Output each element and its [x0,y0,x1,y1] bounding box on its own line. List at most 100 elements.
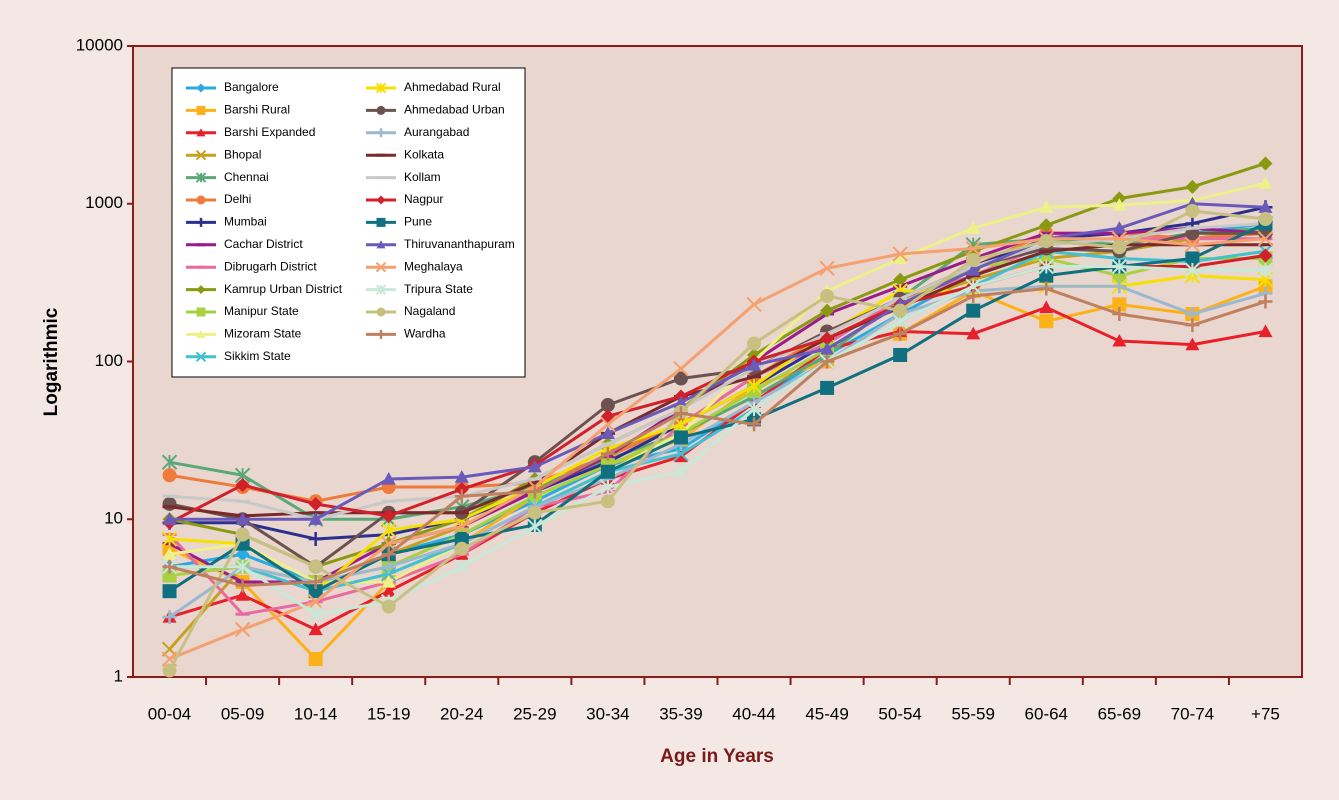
legend-label: Cachar District [224,237,303,251]
marker [162,568,177,583]
marker [1185,337,1200,351]
marker [376,307,386,317]
marker [308,559,323,574]
marker [1258,294,1273,309]
legend-label: Wardha [404,327,446,341]
marker [820,303,835,318]
marker [746,401,762,417]
legend-label: Sikkim State [224,349,291,363]
x-tick-label: 35-39 [659,704,702,723]
marker [1039,200,1054,213]
marker [965,240,981,257]
x-tick-label: 55-59 [951,704,994,723]
marker [673,464,689,480]
marker [196,285,206,295]
marker [162,584,177,599]
marker [1039,281,1054,296]
marker [1258,176,1273,189]
marker [747,336,762,351]
series-line [168,237,1266,661]
marker [234,621,251,638]
marker [196,217,206,227]
y-axis-title: Logarithmic [41,307,62,416]
y-tick-label: 1000 [85,193,123,212]
marker [454,470,469,483]
marker [308,622,323,636]
marker [161,454,178,470]
legend-label: Kolkata [404,147,444,161]
marker [381,566,397,582]
marker [376,240,386,249]
marker [673,406,688,421]
marker [673,430,688,445]
marker [673,446,689,462]
marker [1112,279,1127,294]
marker [1111,258,1128,275]
series-line [169,265,1266,616]
legend-label: Delhi [224,192,251,206]
marker [454,559,470,575]
marker [600,446,615,461]
legend-label: Manipur State [224,304,299,318]
x-tick-label: 70-74 [1171,704,1214,723]
marker [746,378,762,394]
marker [673,449,688,463]
marker [196,329,206,338]
marker [527,459,542,473]
marker [307,606,324,622]
marker [376,105,386,115]
x-axis-title: Age in Years [660,746,774,767]
marker [673,395,688,409]
marker [1039,234,1054,249]
marker [234,559,251,575]
marker [966,221,981,234]
x-tick-label: 25-29 [513,704,556,723]
marker [454,489,469,504]
series-line [169,243,1266,518]
marker [1112,333,1127,347]
marker [195,172,207,183]
marker [893,326,908,341]
marker [195,351,207,363]
y-tick-label: 10000 [76,35,123,54]
marker [1184,237,1201,253]
marker [1039,268,1054,283]
x-tick-label: 30-34 [586,704,629,723]
x-tick-label: 20-24 [440,704,483,723]
x-tick-label: 15-19 [367,704,410,723]
marker [196,83,206,93]
marker [1185,203,1200,218]
legend-label: Thiruvananthapuram [404,237,515,251]
marker [820,331,835,346]
legend-label: Barshi Expanded [224,125,315,139]
marker [1039,314,1054,329]
marker [966,326,981,340]
marker [162,512,177,525]
marker [600,464,615,479]
marker [893,303,908,318]
marker [308,496,323,511]
legend-label: Pune [404,215,432,229]
marker [381,584,396,597]
marker [820,289,835,304]
marker [1257,231,1274,247]
marker [820,354,835,369]
y-tick-label: 100 [95,351,123,370]
marker [1185,318,1200,333]
marker [162,559,177,574]
marker [527,505,542,520]
marker [747,417,762,432]
y-tick-label: 10 [104,509,123,528]
marker [161,531,178,547]
marker [381,559,396,574]
marker [600,494,615,509]
marker [600,397,615,412]
marker [1258,212,1273,227]
marker [376,217,386,227]
marker [819,260,835,276]
legend-label: Nagpur [404,192,443,206]
marker [1039,300,1054,314]
marker [527,518,543,535]
marker [1258,248,1273,263]
